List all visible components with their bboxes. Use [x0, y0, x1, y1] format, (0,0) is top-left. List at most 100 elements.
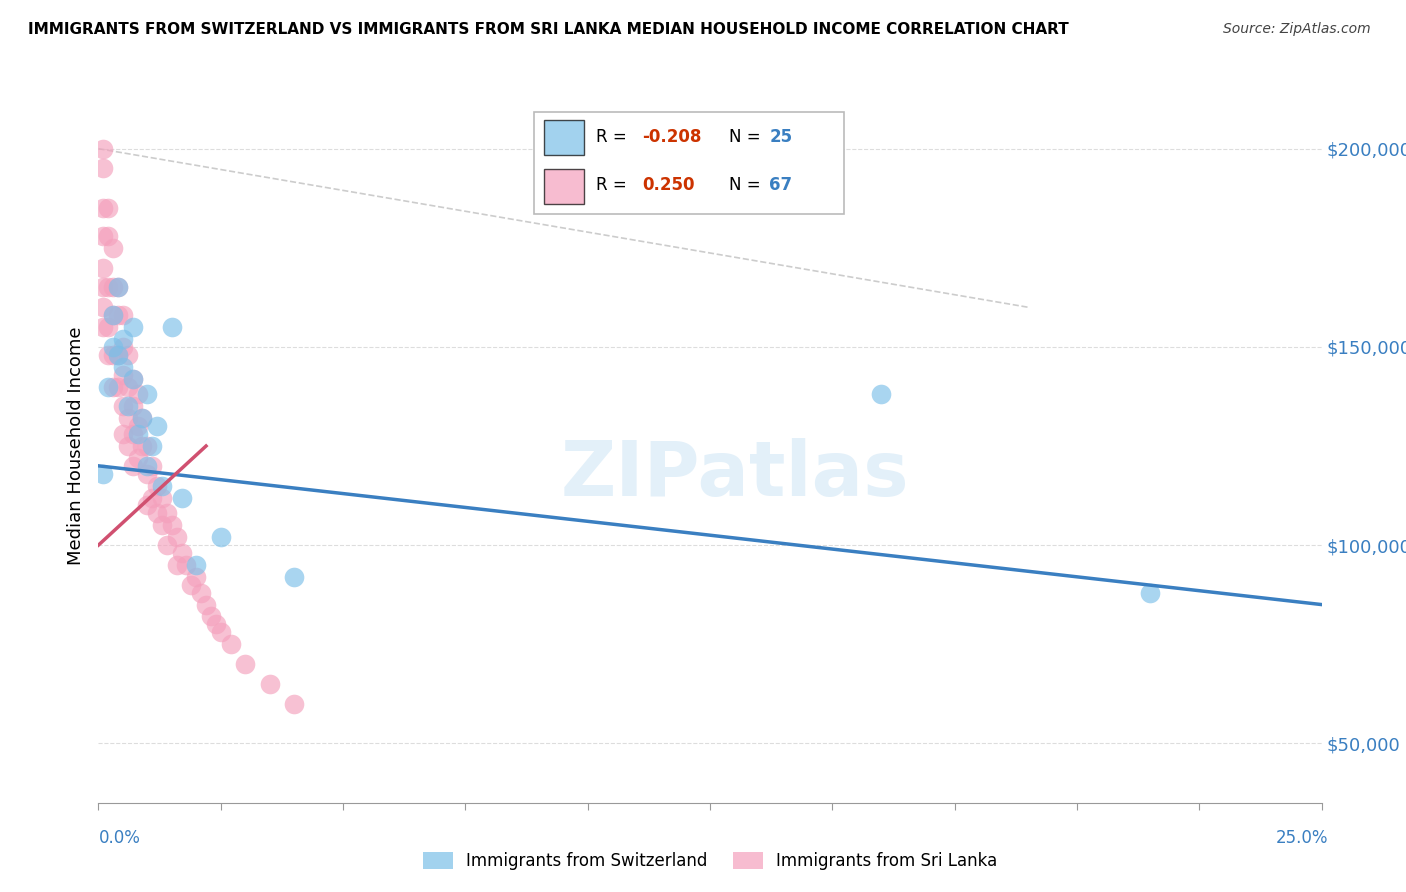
Point	[283, 570, 305, 584]
Point	[111, 427, 134, 442]
Point	[101, 379, 124, 393]
Point	[111, 340, 134, 354]
Point	[209, 625, 232, 640]
Point	[141, 491, 163, 505]
Point	[101, 340, 124, 354]
Point	[121, 371, 143, 385]
Point	[233, 657, 256, 671]
Point	[121, 371, 143, 385]
Point	[166, 530, 188, 544]
Point	[141, 439, 163, 453]
Point	[107, 379, 129, 393]
Point	[107, 348, 129, 362]
Text: R =: R =	[596, 177, 633, 194]
Point	[121, 427, 143, 442]
Point	[97, 320, 120, 334]
Point	[91, 201, 114, 215]
Point	[205, 617, 228, 632]
Point	[117, 400, 139, 414]
FancyBboxPatch shape	[534, 112, 844, 214]
Point	[97, 348, 120, 362]
Point	[91, 467, 114, 481]
Point	[131, 411, 153, 425]
Point	[200, 609, 222, 624]
Point	[127, 450, 149, 465]
Point	[166, 558, 188, 572]
Point	[1139, 585, 1161, 599]
Point	[190, 585, 212, 599]
Point	[160, 518, 183, 533]
Text: ZIPatlas: ZIPatlas	[560, 438, 908, 511]
Point	[146, 478, 169, 492]
Point	[146, 419, 169, 434]
Point	[107, 348, 129, 362]
Point	[111, 368, 134, 382]
Point	[259, 677, 281, 691]
Point	[146, 507, 169, 521]
Text: N =: N =	[730, 128, 766, 146]
Point	[97, 280, 120, 294]
Point	[107, 280, 129, 294]
Point	[127, 387, 149, 401]
Point	[91, 260, 114, 275]
Text: 0.0%: 0.0%	[98, 829, 141, 847]
FancyBboxPatch shape	[544, 120, 583, 154]
Text: 0.250: 0.250	[643, 177, 695, 194]
Point	[131, 411, 153, 425]
Point	[121, 400, 143, 414]
Point	[170, 491, 193, 505]
Point	[91, 161, 114, 176]
Point	[136, 439, 159, 453]
Point	[136, 458, 159, 473]
Text: R =: R =	[596, 128, 633, 146]
Y-axis label: Median Household Income: Median Household Income	[66, 326, 84, 566]
Point	[97, 228, 120, 243]
Point	[180, 578, 202, 592]
Point	[209, 530, 232, 544]
Point	[107, 280, 129, 294]
Point	[121, 458, 143, 473]
Point	[117, 411, 139, 425]
Point	[101, 348, 124, 362]
Point	[195, 598, 218, 612]
FancyBboxPatch shape	[544, 169, 583, 204]
Point	[111, 359, 134, 374]
Point	[117, 439, 139, 453]
Point	[91, 280, 114, 294]
Point	[283, 697, 305, 711]
Text: Source: ZipAtlas.com: Source: ZipAtlas.com	[1223, 22, 1371, 37]
Point	[219, 637, 242, 651]
Point	[91, 228, 114, 243]
Point	[176, 558, 198, 572]
Text: 25: 25	[769, 128, 793, 146]
Point	[121, 320, 143, 334]
Text: -0.208: -0.208	[643, 128, 702, 146]
Point	[101, 241, 124, 255]
Point	[136, 467, 159, 481]
Text: IMMIGRANTS FROM SWITZERLAND VS IMMIGRANTS FROM SRI LANKA MEDIAN HOUSEHOLD INCOME: IMMIGRANTS FROM SWITZERLAND VS IMMIGRANT…	[28, 22, 1069, 37]
Point	[91, 300, 114, 314]
Point	[870, 387, 893, 401]
Point	[150, 478, 173, 492]
Legend: Immigrants from Switzerland, Immigrants from Sri Lanka: Immigrants from Switzerland, Immigrants …	[416, 845, 1004, 877]
Point	[186, 570, 208, 584]
Point	[101, 308, 124, 322]
Point	[127, 419, 149, 434]
Point	[91, 142, 114, 156]
Point	[160, 320, 183, 334]
Point	[156, 538, 179, 552]
Point	[111, 400, 134, 414]
Point	[107, 308, 129, 322]
Point	[136, 387, 159, 401]
Point	[101, 308, 124, 322]
Point	[127, 427, 149, 442]
Point	[136, 499, 159, 513]
Point	[186, 558, 208, 572]
Point	[101, 280, 124, 294]
Point	[97, 379, 120, 393]
Text: 25.0%: 25.0%	[1277, 829, 1329, 847]
Point	[111, 332, 134, 346]
Point	[111, 308, 134, 322]
Point	[150, 518, 173, 533]
Point	[91, 320, 114, 334]
